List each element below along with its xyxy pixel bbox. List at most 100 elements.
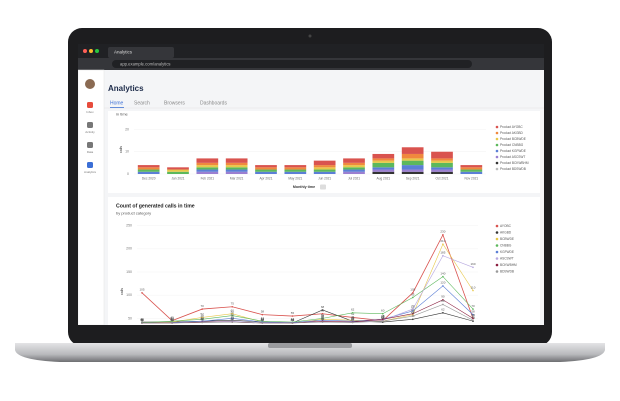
- x-tick-label: Sep 2021: [406, 176, 420, 180]
- y-axis-label: calls: [120, 288, 124, 295]
- value-label: 40: [261, 318, 265, 322]
- window-max[interactable]: [95, 49, 99, 53]
- sidebar-label[interactable]: Analytics: [84, 170, 97, 174]
- tab[interactable]: Search: [134, 100, 150, 106]
- point: [231, 314, 234, 317]
- legend-label[interactable]: BDSWDB: [500, 270, 514, 274]
- value-label: 40: [291, 318, 295, 322]
- plot-area: 1054570755855605245105230504242444642406…: [139, 230, 476, 324]
- browser-tab[interactable]: [108, 47, 174, 58]
- series-line: [142, 299, 474, 324]
- y-tick-label: 0: [127, 172, 129, 176]
- legend-label[interactable]: Product BCKWBHM: [500, 161, 529, 165]
- value-label: 105: [410, 288, 415, 292]
- x-tick-label: Nov 2021: [465, 176, 479, 180]
- window-close[interactable]: [83, 49, 87, 53]
- tab[interactable]: Dashboards: [200, 100, 227, 106]
- tab[interactable]: Browsers: [164, 100, 185, 106]
- value-label: 40: [140, 318, 144, 322]
- sidebar-icon[interactable]: [87, 142, 93, 148]
- value-label: 60: [231, 309, 235, 313]
- legend-label[interactable]: Product BCBWDE: [500, 137, 526, 141]
- legend-swatch: [495, 167, 499, 171]
- point: [442, 303, 444, 306]
- bar-segment: [196, 169, 219, 172]
- bar-segment: [401, 171, 424, 174]
- sidebar-label[interactable]: Inbox: [86, 110, 94, 114]
- sidebar-icon[interactable]: [87, 122, 93, 128]
- value-label: 40: [291, 318, 295, 322]
- value-label: 55: [291, 311, 295, 315]
- value-label: 44: [381, 316, 385, 320]
- legend-label[interactable]: BCKWBHM: [500, 263, 517, 267]
- chart-subtitle: by product category: [116, 211, 151, 216]
- value-label: 48: [321, 314, 325, 318]
- dropdown[interactable]: [320, 184, 326, 190]
- point: [201, 308, 203, 310]
- value-label: 41: [201, 317, 205, 321]
- bar-segment: [167, 167, 189, 170]
- value-label: 44: [321, 316, 325, 320]
- legend-label[interactable]: Product ASCSWT: [500, 155, 525, 159]
- bar-segment: [284, 171, 307, 174]
- point: [171, 320, 173, 322]
- chart-2: Count of generated calls in time by produ…: [116, 203, 517, 324]
- legend-label[interactable]: BCBWDE: [500, 237, 514, 241]
- x-tick-label: Mar 2021: [230, 176, 244, 180]
- value-label: 41: [351, 317, 355, 321]
- bar-segment: [372, 158, 395, 161]
- legend-swatch: [495, 131, 499, 135]
- avatar[interactable]: [85, 79, 95, 89]
- value-label: 42: [291, 317, 295, 321]
- bar-segment: [137, 169, 160, 172]
- bar-segment: [225, 162, 248, 166]
- sidebar-label[interactable]: Activity: [85, 130, 95, 134]
- legend-label[interactable]: ASCSWT: [500, 257, 514, 261]
- value-label: 50: [471, 313, 475, 317]
- bar-segment: [196, 162, 219, 166]
- point: [442, 243, 444, 245]
- legend-swatch: [495, 143, 499, 147]
- value-label: 58: [261, 309, 265, 313]
- value-label: 40: [291, 318, 295, 322]
- legend-label[interactable]: AYOBC: [500, 224, 512, 228]
- value-label: 42: [201, 317, 205, 321]
- legend-label[interactable]: CNBBG: [500, 244, 512, 248]
- legend-label[interactable]: AKGBD: [500, 231, 512, 235]
- value-label: 46: [351, 315, 355, 319]
- tab-bar: [78, 44, 544, 58]
- point: [321, 309, 324, 311]
- value-label: 42: [261, 317, 265, 321]
- legend-label[interactable]: Product KGFWDE: [500, 149, 526, 153]
- window-min[interactable]: [89, 49, 93, 53]
- legend-swatch: [495, 231, 499, 234]
- value-label: 40: [140, 318, 144, 322]
- sidebar-icon[interactable]: [87, 162, 93, 168]
- point: [351, 311, 354, 314]
- value-label: 42: [231, 317, 235, 321]
- bar-segment: [372, 160, 395, 163]
- legend-label[interactable]: Product CNBBG: [500, 143, 524, 147]
- point: [412, 315, 414, 317]
- value-label: 40: [170, 318, 174, 322]
- legend-label[interactable]: KGFWDE: [500, 250, 514, 254]
- y-tick-label: 20: [125, 127, 129, 131]
- tab[interactable]: Home: [110, 100, 124, 106]
- value-label: 42: [140, 317, 144, 321]
- value-label: 70: [411, 304, 415, 308]
- legend-label[interactable]: Product BDSWDB: [500, 167, 526, 171]
- sidebar-icon[interactable]: [87, 102, 93, 108]
- bar-segment: [431, 167, 453, 170]
- address-bar[interactable]: [112, 60, 472, 68]
- legend-label[interactable]: Product AYOBC: [500, 125, 523, 129]
- value-label: 55: [411, 311, 415, 315]
- legend-label[interactable]: Product AKGBD: [500, 131, 524, 135]
- bar-segment: [431, 151, 453, 159]
- value-label: 40: [170, 318, 174, 322]
- bar-segment: [313, 165, 336, 168]
- value-label: 40: [291, 318, 295, 322]
- series-line: [141, 233, 474, 322]
- sidebar-label[interactable]: Data: [87, 150, 94, 154]
- point: [442, 234, 444, 236]
- point: [231, 305, 234, 308]
